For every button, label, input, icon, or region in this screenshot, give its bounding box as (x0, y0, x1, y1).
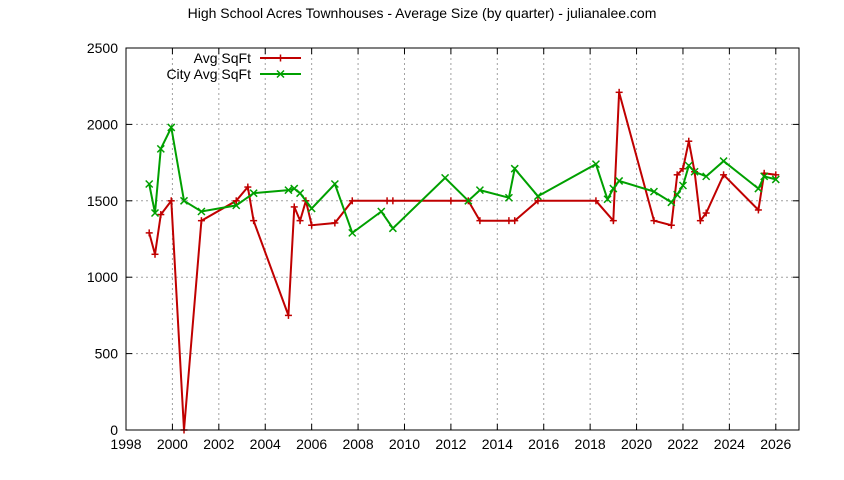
chart-title: High School Acres Townhouses - Average S… (188, 5, 657, 21)
data-point (330, 179, 339, 189)
data-point (197, 207, 206, 216)
y-tick-label: 2500 (87, 40, 118, 56)
data-point (690, 167, 699, 176)
y-tick-label: 2000 (87, 116, 118, 132)
data-point (232, 201, 241, 210)
data-point (296, 189, 305, 198)
x-tick-label: 2006 (296, 436, 327, 452)
x-tick-label: 2024 (714, 436, 745, 452)
data-point (348, 228, 357, 237)
x-tick-label: 2014 (482, 436, 513, 452)
series-line (148, 124, 777, 235)
data-point (179, 196, 189, 205)
x-tick-label: 2018 (575, 436, 606, 452)
data-point (684, 161, 693, 170)
x-tick-label: 1998 (110, 436, 141, 452)
data-point (771, 175, 780, 184)
series-1 (145, 88, 780, 434)
y-tick-label: 1000 (87, 269, 118, 285)
legend-entry: Avg SqFt (194, 50, 301, 66)
data-point (649, 187, 658, 196)
legend-label: City Avg SqFt (166, 66, 251, 82)
legend-entry: City Avg SqFt (166, 66, 301, 82)
data-point (510, 164, 519, 173)
data-point (156, 144, 165, 153)
data-point (388, 224, 397, 233)
data-point (760, 172, 769, 181)
data-point (678, 181, 687, 190)
data-point (609, 184, 618, 193)
data-series (145, 88, 780, 434)
y-tick-label: 1500 (87, 193, 118, 209)
x-tick-label: 2012 (435, 436, 466, 452)
data-point (719, 157, 728, 166)
data-point (441, 173, 450, 182)
data-point (377, 207, 386, 216)
data-point (284, 186, 293, 195)
y-tick-label: 0 (110, 422, 118, 438)
data-point (150, 208, 160, 218)
data-point (464, 196, 473, 205)
x-tick-label: 2002 (203, 436, 234, 452)
data-point (307, 204, 316, 213)
x-tick-label: 2010 (389, 436, 420, 452)
data-point (667, 198, 676, 207)
axes: 0 500 1000 1500 2000 2500 1998 2000 2002 2004 2006… (87, 40, 799, 452)
data-point (615, 176, 624, 185)
legend-label: Avg SqFt (194, 50, 251, 66)
x-tick-label: 2026 (760, 436, 791, 452)
series-2 (145, 123, 780, 237)
y-tick-label: 500 (95, 346, 119, 362)
data-point (673, 190, 682, 199)
grid-lines (126, 48, 799, 430)
x-tick-label: 2004 (250, 436, 281, 452)
legend-marker (276, 69, 285, 79)
x-tick-label: 2022 (667, 436, 698, 452)
series-line (148, 92, 776, 431)
data-point (754, 184, 763, 193)
x-tick-label: 2008 (342, 436, 373, 452)
data-point (167, 123, 176, 132)
data-point (603, 195, 612, 204)
plot-frame (125, 47, 800, 431)
data-point (591, 160, 600, 169)
data-point (702, 172, 711, 181)
x-tick-label: 2016 (528, 436, 559, 452)
data-point (504, 193, 513, 202)
data-point (533, 192, 542, 201)
data-point (475, 186, 484, 195)
data-point (290, 184, 299, 193)
x-tick-label: 2000 (157, 436, 188, 452)
data-point (249, 189, 258, 198)
x-tick-label: 2020 (621, 436, 652, 452)
data-point (145, 179, 154, 189)
